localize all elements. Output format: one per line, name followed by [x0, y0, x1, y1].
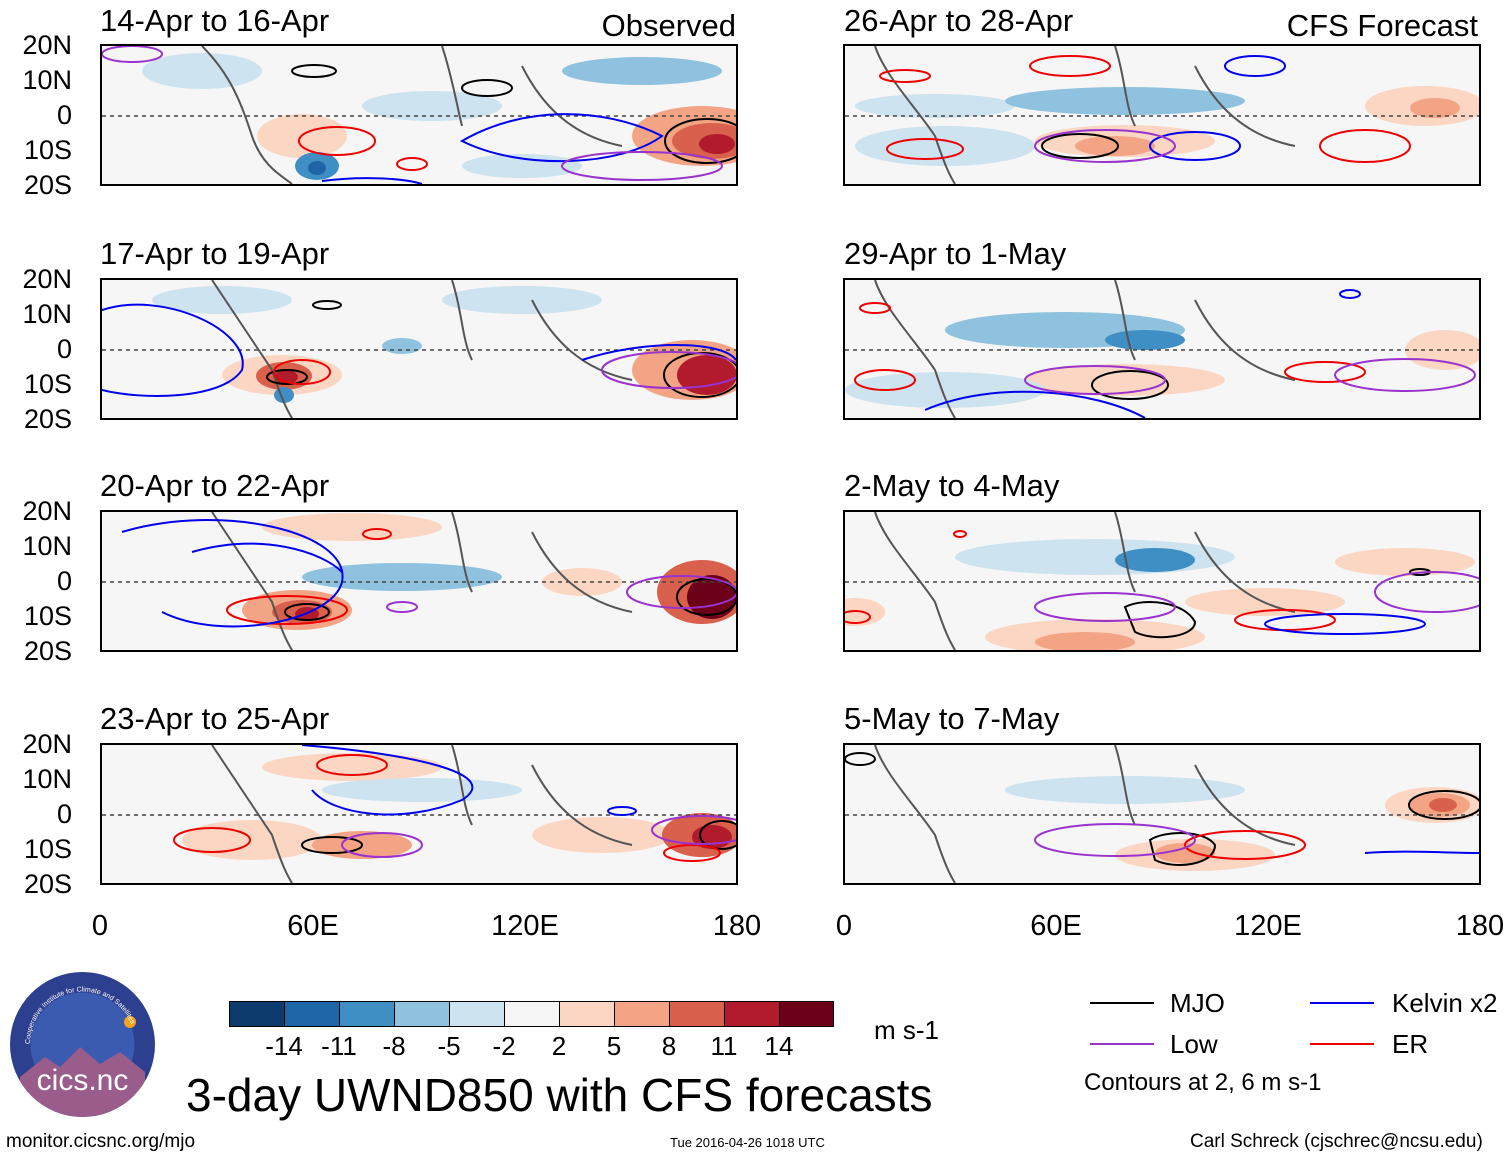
- lat-label: 20N: [22, 496, 72, 526]
- lon-label: 60E: [1030, 910, 1082, 942]
- legend-label-low: Low: [1170, 1029, 1218, 1059]
- colorbar-label: -8: [382, 1031, 406, 1061]
- colorbar-swatch: [285, 1002, 340, 1026]
- colorbar-label: 2: [551, 1031, 567, 1061]
- map-panel-obs-3: [100, 510, 738, 652]
- lat-label: 20N: [22, 264, 72, 294]
- colorbar-label: 5: [606, 1031, 622, 1061]
- panel-title-fc-3: 2-May to 4-May: [844, 468, 1060, 503]
- lon-label: 120E: [491, 910, 559, 942]
- lat-label: 20S: [23, 636, 72, 666]
- colorbar-swatch: [780, 1002, 833, 1026]
- footer-credit: Carl Schreck (cjschrec@ncsu.edu): [1190, 1131, 1483, 1152]
- lat-label: 20S: [23, 404, 72, 434]
- legend-label-er: ER: [1392, 1029, 1429, 1059]
- colorbar-swatch: [450, 1002, 505, 1026]
- lon-label: 0: [835, 910, 853, 942]
- colorbar-swatch: [340, 1002, 395, 1026]
- legend-note: Contours at 2, 6 m s-1: [1084, 1069, 1322, 1096]
- map-panel-obs-4: [100, 743, 738, 885]
- colorbar-label: -5: [437, 1031, 461, 1061]
- lon-label: 60E: [287, 910, 339, 942]
- forecast-label: CFS Forecast: [1286, 8, 1478, 43]
- colorbar-label: 8: [661, 1031, 677, 1061]
- panel-title-obs-3: 20-Apr to 22-Apr: [100, 468, 330, 503]
- lat-label: 10S: [23, 834, 72, 864]
- panel-title-fc-2: 29-Apr to 1-May: [844, 236, 1067, 271]
- panel-title-obs-2: 17-Apr to 19-Apr: [100, 236, 330, 271]
- lat-label: 20N: [22, 729, 72, 759]
- colorbar-units: m s-1: [874, 1015, 939, 1045]
- colorbar-swatch: [560, 1002, 615, 1026]
- lon-label: 120E: [1234, 910, 1302, 942]
- lat-label: 10S: [23, 135, 72, 165]
- map-panel-obs-2: [100, 278, 738, 420]
- colorbar-swatch: [395, 1002, 450, 1026]
- legend-label-kelvin: Kelvin x2: [1392, 988, 1498, 1018]
- legend-label-mjo: MJO: [1170, 988, 1225, 1018]
- colorbar-label: -2: [492, 1031, 516, 1061]
- lat-label: 20N: [22, 30, 72, 60]
- lat-label: 0: [56, 799, 72, 829]
- footer-timestamp: Tue 2016-04-26 1018 UTC: [670, 1135, 825, 1150]
- lat-label: 20S: [23, 869, 72, 899]
- colorbar-swatch: [230, 1002, 285, 1026]
- lat-label: 10S: [23, 369, 72, 399]
- cicsnc-logo: Cooperative Institute for Climate and Sa…: [10, 972, 155, 1117]
- colorbar: [229, 1001, 834, 1027]
- colorbar-label: -14: [265, 1031, 303, 1061]
- logo-text: cics.nc: [37, 1064, 129, 1097]
- colorbar-swatch: [615, 1002, 670, 1026]
- footer-url[interactable]: monitor.cicsnc.org/mjo: [6, 1131, 196, 1152]
- panel-title-fc-4: 5-May to 7-May: [844, 701, 1060, 736]
- colorbar-label: 11: [710, 1031, 738, 1061]
- lat-label: 10N: [22, 65, 72, 95]
- colorbar-swatch: [725, 1002, 780, 1026]
- legend-line-kelvin: [1310, 1002, 1374, 1004]
- map-panel-fc-2: [843, 278, 1481, 420]
- lon-label: 0: [91, 910, 109, 942]
- map-panel-fc-3: [843, 510, 1481, 652]
- lat-label: 20S: [23, 170, 72, 200]
- lon-label: 180: [1455, 910, 1505, 942]
- map-panel-fc-1: [843, 44, 1481, 186]
- colorbar-swatch: [670, 1002, 725, 1026]
- lat-label: 10N: [22, 531, 72, 561]
- legend-line-low: [1090, 1043, 1154, 1045]
- lat-label: 0: [56, 100, 72, 130]
- lat-label: 10S: [23, 601, 72, 631]
- colorbar-label: -11: [321, 1031, 357, 1061]
- lat-label: 0: [56, 566, 72, 596]
- observed-label: Observed: [601, 8, 736, 43]
- lat-label: 10N: [22, 764, 72, 794]
- panel-title-obs-1: 14-Apr to 16-Apr: [100, 3, 330, 38]
- map-panel-fc-4: [843, 743, 1481, 885]
- colorbar-swatch: [505, 1002, 560, 1026]
- lat-label: 10N: [22, 299, 72, 329]
- legend-line-er: [1310, 1043, 1374, 1045]
- legend-line-mjo: [1090, 1002, 1154, 1004]
- lon-label: 180: [712, 910, 762, 942]
- colorbar-label: 14: [764, 1031, 794, 1061]
- lat-label: 0: [56, 334, 72, 364]
- panel-title-obs-4: 23-Apr to 25-Apr: [100, 701, 330, 736]
- map-panel-obs-1: [100, 44, 738, 186]
- figure-title: 3-day UWND850 with CFS forecasts: [186, 1069, 933, 1121]
- panel-title-fc-1: 26-Apr to 28-Apr: [844, 3, 1074, 38]
